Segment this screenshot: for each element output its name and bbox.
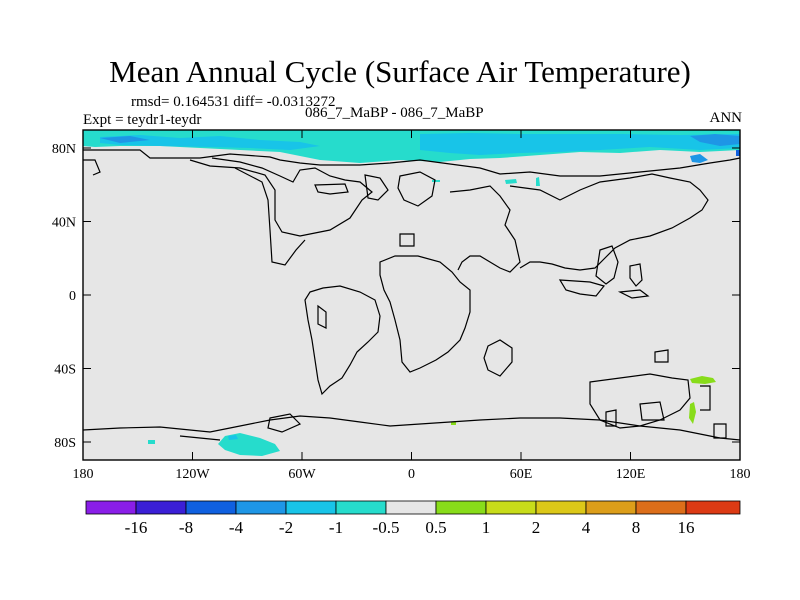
- season-label: ANN: [709, 110, 743, 126]
- y-tick-label: 0: [69, 289, 76, 304]
- colorbar-box: [235, 500, 287, 515]
- colorbar-label: -2: [279, 518, 293, 537]
- colorbar-box: [685, 500, 741, 515]
- x-tick-label: 60E: [510, 467, 533, 482]
- colorbar-box: [385, 500, 437, 515]
- colorbar-box: [435, 500, 487, 515]
- case-comparison-label: 086_7_MaBP - 086_7_MaBP: [305, 105, 484, 121]
- land-outlines: [82, 149, 741, 441]
- colorbar-label: -1: [329, 518, 343, 537]
- colorbar-box: [635, 500, 687, 515]
- y-tick-label: 40S: [54, 363, 76, 378]
- anomaly-fill-arctic: [83, 130, 740, 163]
- experiment-label: Expt = teydr1-teydr: [83, 112, 202, 128]
- x-tick-label: 180: [730, 467, 751, 482]
- colorbar-label: -16: [125, 518, 148, 537]
- colorbar-box: [535, 500, 587, 515]
- map-background: [83, 130, 740, 460]
- colorbar-label: 16: [678, 518, 695, 537]
- colorbar-label: -0.5: [373, 518, 400, 537]
- colorbar-label: -4: [229, 518, 244, 537]
- colorbar-label: 1: [482, 518, 491, 537]
- colorbar-box: [135, 500, 187, 515]
- x-tick-label: 120W: [175, 467, 210, 482]
- colorbar-box: [485, 500, 537, 515]
- x-tick-label: 0: [408, 467, 415, 482]
- axis-ticks: [82, 130, 741, 460]
- colorbar-label: 4: [582, 518, 591, 537]
- colorbar-label: 0.5: [425, 518, 446, 537]
- colorbar-label: -8: [179, 518, 193, 537]
- colorbar-box: [85, 500, 137, 515]
- colorbar-box: [185, 500, 237, 515]
- x-tick-label: 120E: [616, 467, 646, 482]
- anomaly-fill-positive: [451, 376, 716, 425]
- y-tick-label: 80S: [54, 436, 76, 451]
- anomaly-fill-spots: [148, 177, 540, 456]
- y-tick-label: 40N: [52, 216, 76, 231]
- colorbar-box: [585, 500, 637, 515]
- x-tick-label: 60W: [288, 467, 316, 482]
- colorbar-label: 8: [632, 518, 641, 537]
- colorbar: [85, 500, 741, 515]
- colorbar-box: [335, 500, 387, 515]
- colorbar-label: 2: [532, 518, 541, 537]
- colorbar-box: [285, 500, 337, 515]
- plot-title: Mean Annual Cycle (Surface Air Temperatu…: [109, 54, 691, 89]
- x-tick-label: 180: [73, 467, 94, 482]
- rmsd-diff-stats: rmsd= 0.164531 diff= -0.0313272: [131, 94, 336, 110]
- y-tick-label: 80N: [52, 142, 76, 157]
